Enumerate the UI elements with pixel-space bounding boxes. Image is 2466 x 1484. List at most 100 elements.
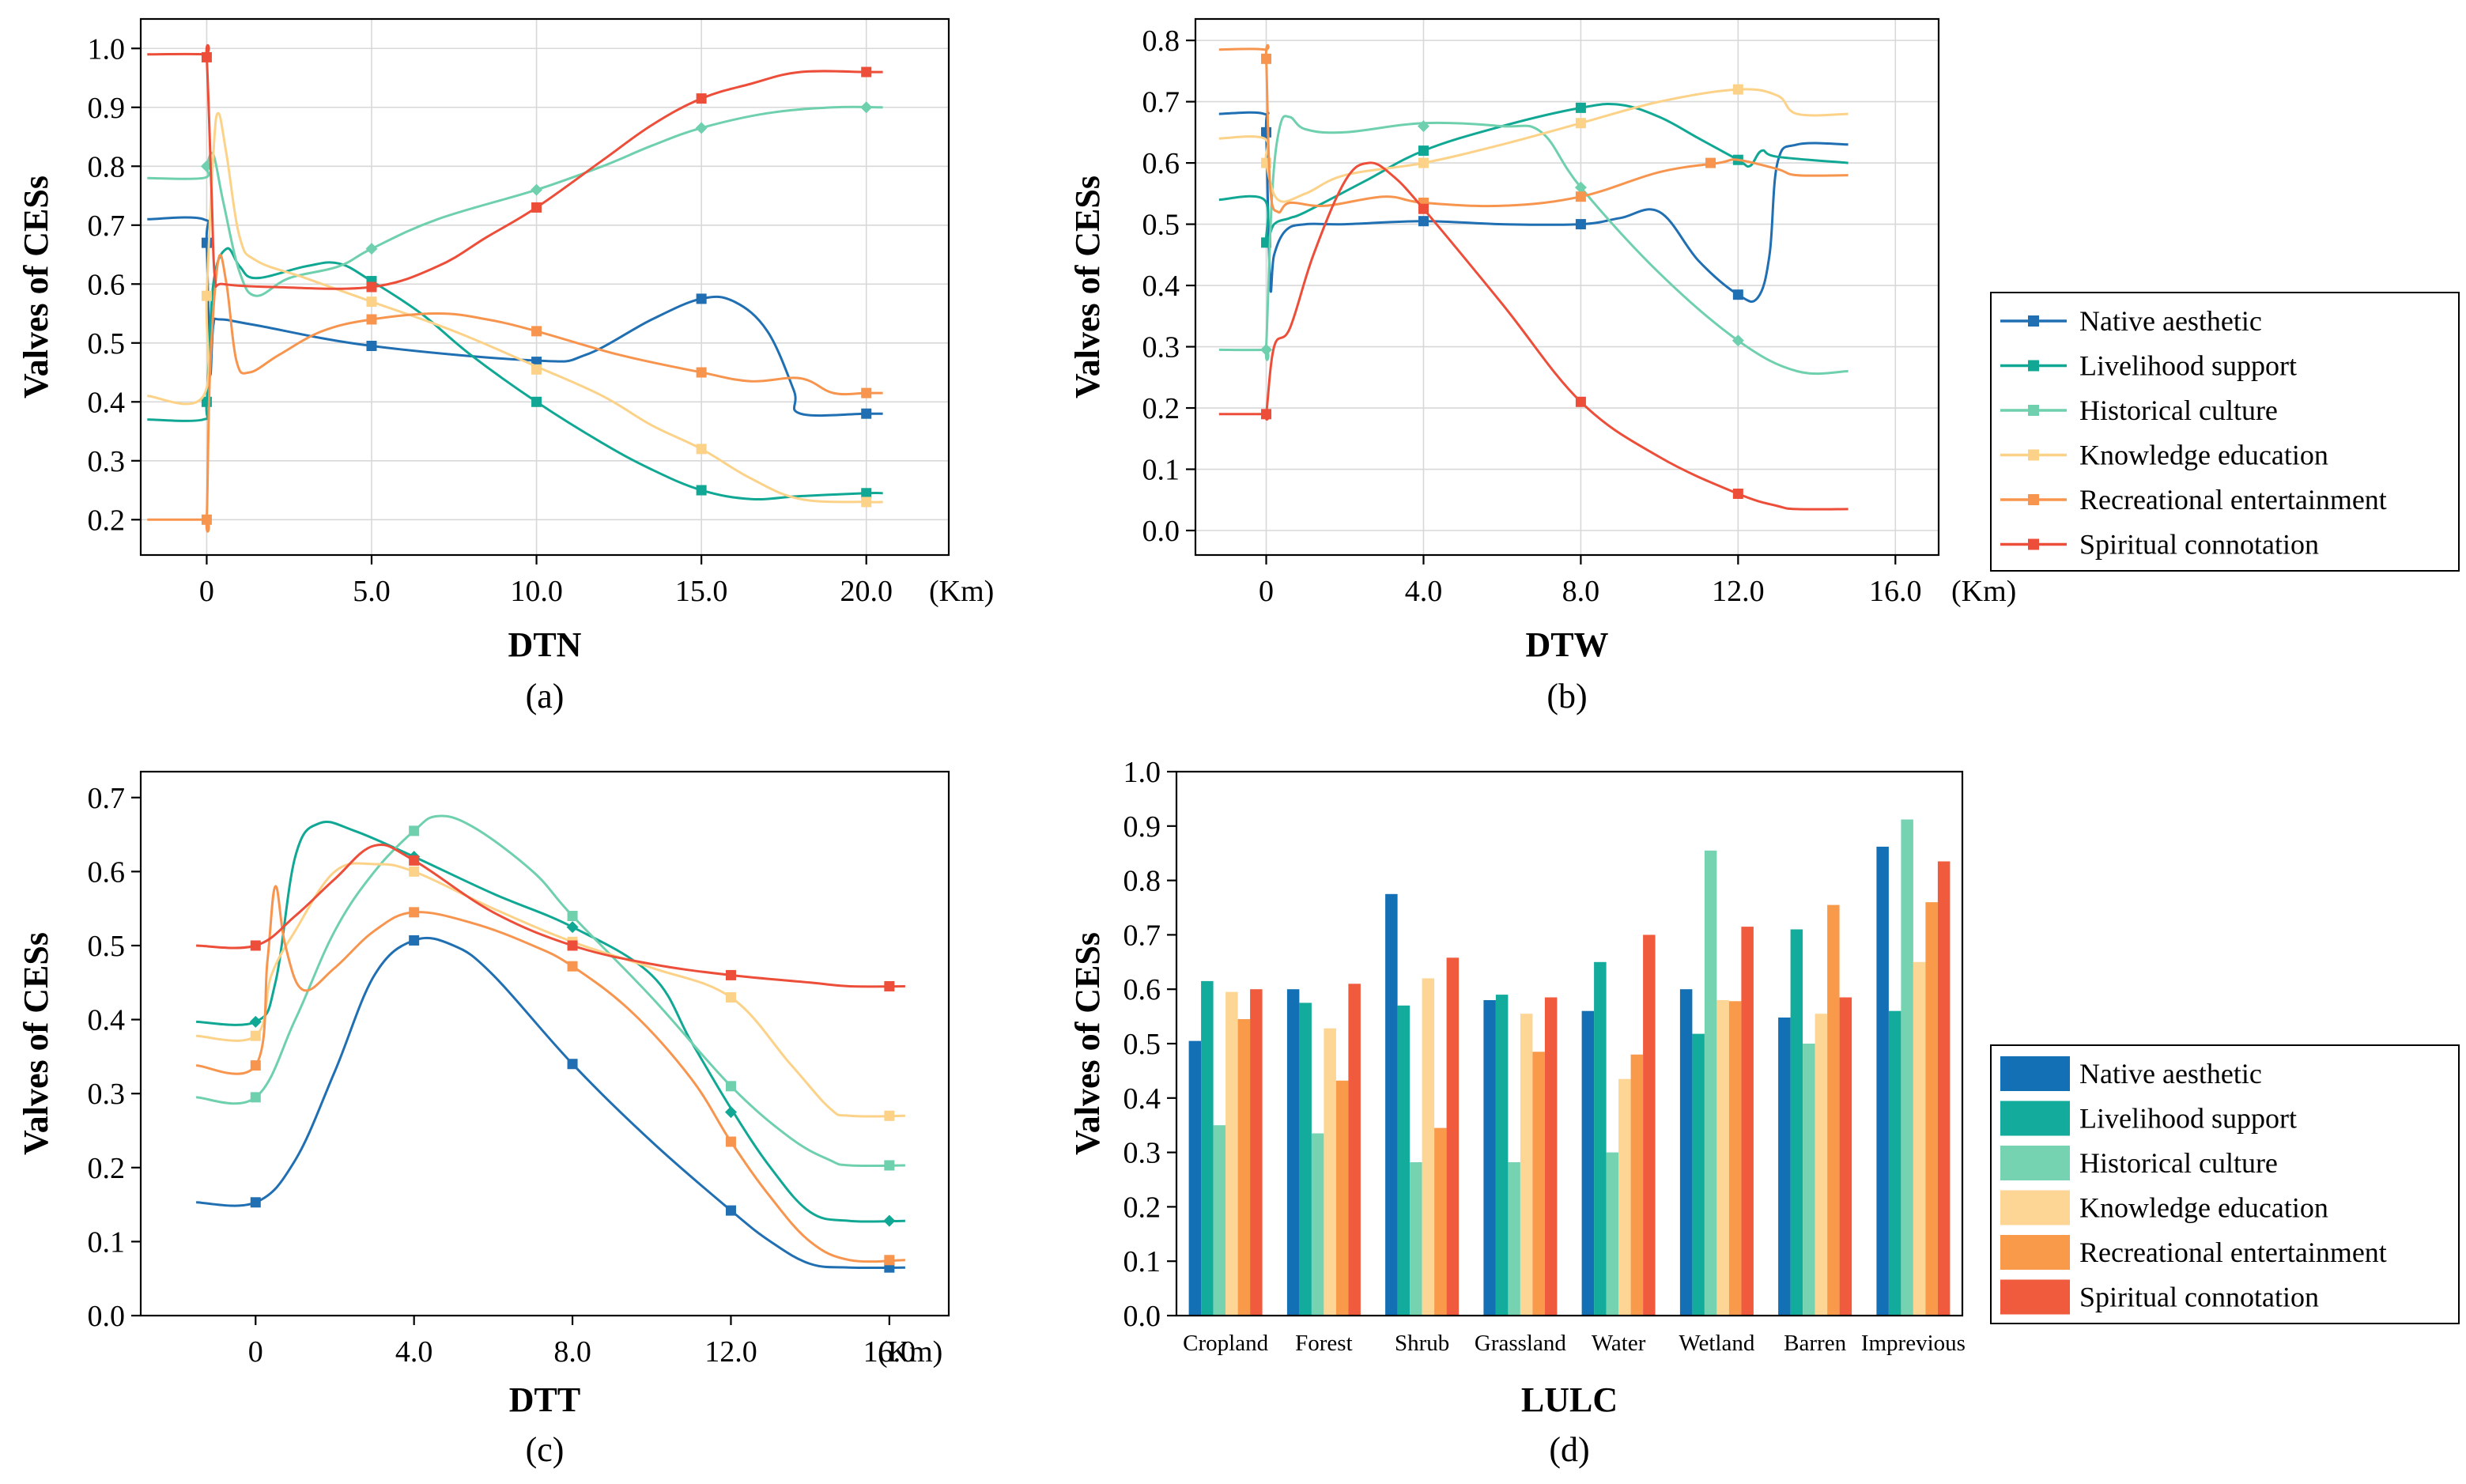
data-point-native-aesthetic (366, 341, 377, 352)
data-point-knowledge-education (201, 290, 212, 301)
bar-spiritual-connotation (1446, 957, 1460, 1316)
y-tick-label: 0.6 (1123, 973, 1161, 1006)
series-line-recreational-entertainment (1218, 43, 1849, 214)
legend-item-livelihood-support: Livelihood support (2000, 350, 2297, 382)
x-tick-label: 0 (1259, 575, 1274, 608)
x-tick-label: 16.0 (863, 1335, 916, 1369)
y-tick-label: 0.5 (1123, 1028, 1161, 1061)
data-point-recreational-entertainment (725, 1136, 736, 1147)
series-line-spiritual-connotation (147, 43, 883, 290)
y-tick-label: 0.5 (88, 327, 126, 361)
bar-livelihood-support (1692, 1033, 1705, 1316)
bar-group-grassland: Grassland (1475, 995, 1566, 1356)
y-axis-ticks: 0.2 0.3 0.4 0.5 0.6 0.7 0.8 0.9 1.0 (88, 32, 141, 537)
bar-recreational-entertainment (1335, 1080, 1349, 1316)
bar-historical-culture (1803, 1044, 1815, 1316)
y-tick-label: 0.4 (1142, 270, 1180, 303)
x-tick-label: 16.0 (1869, 575, 1922, 608)
data-point-historical-culture (1260, 343, 1273, 356)
data-point-knowledge-education (696, 444, 707, 455)
legend-marker-swatch (2028, 494, 2039, 505)
bar-recreational-entertainment (1630, 1054, 1644, 1316)
bar-native-aesthetic (1188, 1040, 1202, 1316)
bar-spiritual-connotation (1839, 997, 1852, 1316)
bar-livelihood-support (1299, 1003, 1312, 1316)
data-point-native-aesthetic (861, 408, 872, 419)
bar-group-cropland: Cropland (1183, 980, 1269, 1356)
bar-group-wetland: Wetland (1679, 850, 1755, 1356)
legend-item-spiritual-connotation: Spiritual connotation (2000, 529, 2319, 561)
data-point-knowledge-education (1418, 157, 1429, 168)
data-point-native-aesthetic (696, 293, 707, 304)
bar-livelihood-support (1201, 980, 1214, 1316)
y-tick-label: 0.0 (1123, 1300, 1161, 1333)
panel-label: (c) (526, 1430, 565, 1469)
panel-label: (b) (1546, 677, 1587, 716)
data-point-livelihood-support (531, 396, 542, 407)
y-tick-label: 0.3 (88, 1078, 126, 1111)
series-spiritual-connotation (1218, 161, 1849, 511)
legend-bar-swatch (2000, 1146, 2070, 1180)
series-line-livelihood-support (1218, 103, 1849, 245)
x-tick-label: 8.0 (1562, 575, 1600, 608)
y-tick-label: 0.7 (1142, 86, 1180, 119)
bar-historical-culture (1901, 819, 1913, 1316)
data-point-native-aesthetic (567, 1059, 578, 1070)
y-tick-label: 0.2 (88, 1152, 126, 1185)
legend-item-knowledge-education: Knowledge education (2000, 440, 2328, 471)
panel-a-dtn-line-chart: 0.2 0.3 0.4 0.5 0.6 0.7 0.8 0.9 1.0 0 5.0 10.0 15.0 2… (17, 17, 994, 716)
data-point-livelihood-support (696, 485, 707, 496)
legend-label: Spiritual connotation (2079, 529, 2319, 561)
x-tick-label: 20.0 (840, 575, 893, 608)
data-point-recreational-entertainment (201, 514, 212, 525)
y-tick-label: 1.0 (1123, 756, 1161, 789)
bar-group-forest: Forest (1286, 984, 1361, 1356)
series-knowledge-education (147, 111, 883, 508)
x-axis-unit: (Km) (878, 1335, 942, 1369)
series-line-historical-culture (195, 814, 905, 1168)
bar-spiritual-connotation (1741, 927, 1754, 1316)
bar-spiritual-connotation (1250, 989, 1263, 1316)
y-tick-label: 0.4 (1123, 1082, 1161, 1116)
data-point-spiritual-connotation (409, 855, 420, 866)
y-tick-label: 0.3 (1123, 1137, 1161, 1170)
y-tick-label: 0.2 (1142, 392, 1180, 425)
legend-item-native-aesthetic: Native aesthetic (2000, 1056, 2262, 1091)
series-spiritual-connotation (196, 844, 905, 991)
panel-label: (d) (1549, 1430, 1589, 1469)
data-point-spiritual-connotation (201, 51, 212, 62)
data-point-historical-culture (884, 1160, 895, 1171)
bar-historical-culture (1704, 850, 1717, 1316)
data-point-livelihood-support (1575, 102, 1586, 113)
bar-livelihood-support (1397, 1005, 1410, 1316)
x-tick-label: 5.0 (353, 575, 391, 608)
data-point-historical-culture (860, 101, 873, 114)
x-tick-label: 4.0 (395, 1335, 433, 1369)
series-line-livelihood-support (147, 247, 883, 500)
bar-spiritual-connotation (1544, 997, 1558, 1316)
plot-frame (139, 770, 950, 1317)
x-category-label: Forest (1295, 1331, 1353, 1356)
bar-historical-culture (1606, 1152, 1619, 1316)
legend-item-historical-culture: Historical culture (2000, 1146, 2278, 1180)
data-point-spiritual-connotation (250, 940, 261, 951)
data-point-livelihood-support (249, 1015, 262, 1028)
data-point-recreational-entertainment (696, 367, 707, 378)
data-point-historical-culture (1574, 181, 1587, 194)
panel-b-dtw-line-chart: 0.0 0.1 0.2 0.3 0.4 0.5 0.6 0.7 0.8 0 4.0 8.0 12.0 16… (1068, 17, 2016, 716)
bar-recreational-entertainment (1532, 1052, 1545, 1316)
data-point-spiritual-connotation (696, 93, 707, 104)
legend-marker-swatch (2028, 360, 2039, 372)
series-historical-culture (1218, 115, 1849, 376)
legend-label: Historical culture (2079, 1147, 2278, 1179)
x-axis-ticks: 0 4.0 8.0 12.0 16.0 (248, 1316, 916, 1369)
data-point-native-aesthetic (1732, 289, 1743, 300)
x-axis-title: DTN (508, 625, 582, 664)
series-spiritual-connotation (147, 43, 883, 293)
bar-historical-culture (1311, 1133, 1324, 1316)
data-point-native-aesthetic (725, 1205, 736, 1216)
series-line-knowledge-education (147, 111, 883, 504)
series-native-aesthetic (196, 935, 905, 1273)
series-livelihood-support (196, 820, 905, 1227)
data-point-livelihood-support (883, 1214, 896, 1227)
